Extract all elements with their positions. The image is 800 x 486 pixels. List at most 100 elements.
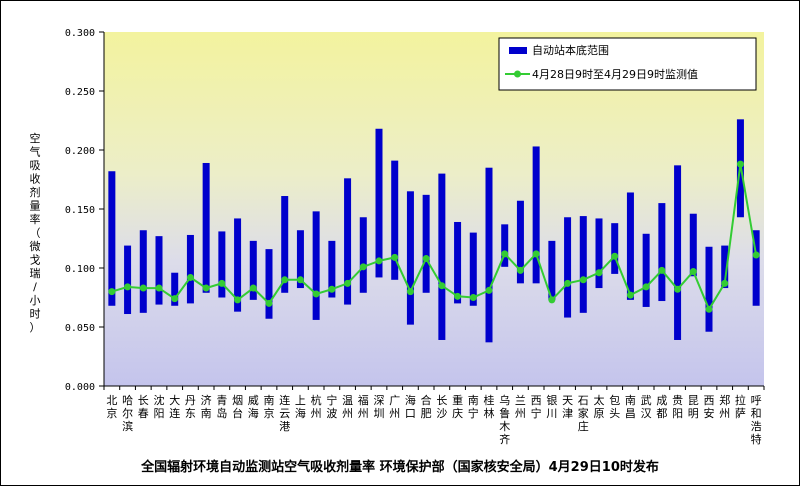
category-label: 兰州 bbox=[515, 394, 526, 420]
measured-point bbox=[705, 305, 713, 313]
range-bar bbox=[328, 240, 336, 298]
measured-point bbox=[296, 276, 304, 284]
category-label: 深圳 bbox=[374, 394, 385, 420]
range-bar bbox=[532, 146, 540, 284]
category-label: 合肥 bbox=[421, 393, 432, 420]
y-axis-label: 空气吸收剂量率（微戈瑞/小时） bbox=[30, 131, 41, 334]
measured-point bbox=[501, 250, 509, 258]
measured-point bbox=[281, 276, 289, 284]
range-bar bbox=[281, 196, 289, 293]
measured-point bbox=[642, 283, 650, 291]
range-bar bbox=[516, 200, 524, 284]
category-label: 长沙 bbox=[436, 394, 447, 420]
measured-point bbox=[124, 283, 132, 291]
category-label: 南昌 bbox=[625, 394, 636, 420]
measured-point bbox=[375, 257, 383, 265]
category-label: 威海 bbox=[248, 394, 259, 420]
measured-point bbox=[265, 299, 273, 307]
measured-point bbox=[108, 288, 116, 296]
range-bar bbox=[752, 230, 760, 306]
category-label: 哈尔滨 bbox=[122, 394, 133, 433]
category-label: 天津 bbox=[562, 394, 573, 420]
range-bar bbox=[124, 245, 132, 315]
range-bar bbox=[249, 240, 257, 300]
range-bar bbox=[202, 162, 210, 293]
category-label: 贵阳 bbox=[672, 394, 683, 420]
range-bar bbox=[234, 218, 242, 312]
measured-point bbox=[234, 296, 242, 304]
y-tick-label: 0.300 bbox=[65, 28, 95, 39]
category-label: 连云港 bbox=[279, 394, 290, 433]
category-label: 郑州 bbox=[719, 393, 730, 420]
measured-point bbox=[516, 266, 524, 274]
legend-label-range: 自动站本底范围 bbox=[532, 43, 609, 57]
category-label: 西宁 bbox=[531, 394, 542, 420]
measured-point bbox=[485, 286, 493, 294]
range-bar bbox=[265, 249, 273, 319]
y-tick-label: 0.150 bbox=[65, 205, 95, 216]
range-bar bbox=[689, 213, 697, 277]
measured-point bbox=[658, 266, 666, 274]
measured-point bbox=[359, 263, 367, 271]
category-label: 拉萨 bbox=[735, 393, 746, 420]
category-label: 青岛 bbox=[216, 394, 227, 420]
legend-box bbox=[498, 37, 757, 91]
category-label: 大连 bbox=[169, 393, 180, 420]
range-bar bbox=[438, 173, 446, 340]
range-bar bbox=[548, 240, 556, 300]
category-label: 宁波 bbox=[326, 393, 337, 420]
measured-point bbox=[752, 251, 760, 259]
measured-point bbox=[171, 295, 179, 303]
legend-point-swatch bbox=[514, 70, 521, 78]
range-bar bbox=[108, 171, 116, 306]
measured-point bbox=[564, 279, 572, 287]
range-bar bbox=[579, 216, 587, 313]
range-bar bbox=[454, 221, 462, 304]
range-bar bbox=[469, 232, 477, 306]
range-bar bbox=[312, 211, 320, 320]
category-label: 丹东 bbox=[185, 394, 196, 420]
measured-point bbox=[611, 252, 619, 260]
range-bar bbox=[626, 192, 634, 300]
y-tick-label: 0.100 bbox=[65, 264, 95, 275]
measured-point bbox=[249, 284, 257, 292]
category-label: 西安 bbox=[704, 394, 715, 420]
range-bar bbox=[406, 191, 414, 325]
measured-point bbox=[328, 285, 336, 293]
measured-point bbox=[155, 284, 163, 292]
range-bar bbox=[359, 217, 367, 293]
range-bar bbox=[171, 272, 179, 306]
y-tick-label: 0.000 bbox=[65, 382, 95, 393]
category-label: 武汉 bbox=[641, 394, 652, 420]
y-tick-label: 0.250 bbox=[65, 87, 95, 98]
measured-point bbox=[139, 284, 147, 292]
measured-point bbox=[438, 282, 446, 290]
measured-point bbox=[218, 279, 226, 287]
range-bar bbox=[218, 231, 226, 298]
range-bar bbox=[564, 217, 572, 318]
range-bar bbox=[186, 234, 194, 304]
measured-point bbox=[344, 279, 352, 287]
category-label: 桂林 bbox=[484, 393, 495, 420]
range-bar bbox=[721, 245, 729, 289]
range-bar bbox=[344, 178, 352, 305]
measured-point bbox=[391, 253, 399, 261]
measured-point bbox=[312, 290, 320, 298]
category-label: 太原 bbox=[594, 394, 605, 420]
measured-point bbox=[454, 292, 462, 300]
category-label: 南京 bbox=[264, 394, 275, 420]
range-bar bbox=[485, 167, 493, 343]
legend-label-measured: 4月28日9时至4月29日9时监测值 bbox=[532, 68, 698, 81]
chart-title: 全国辐射环境自动监测站空气吸收剂量率 环境保护部（国家核安全局）4月29日10时… bbox=[141, 460, 659, 475]
category-label: 包头 bbox=[609, 394, 620, 420]
measured-point bbox=[548, 296, 556, 304]
category-label: 杭州 bbox=[311, 393, 322, 420]
category-label: 北京 bbox=[106, 394, 117, 420]
range-bar bbox=[391, 160, 399, 280]
category-label: 呼和浩特 bbox=[751, 394, 762, 446]
category-label: 成都 bbox=[656, 394, 667, 420]
measured-point bbox=[626, 291, 634, 299]
y-tick-label: 0.050 bbox=[65, 323, 95, 334]
category-label: 南宁 bbox=[468, 394, 479, 420]
